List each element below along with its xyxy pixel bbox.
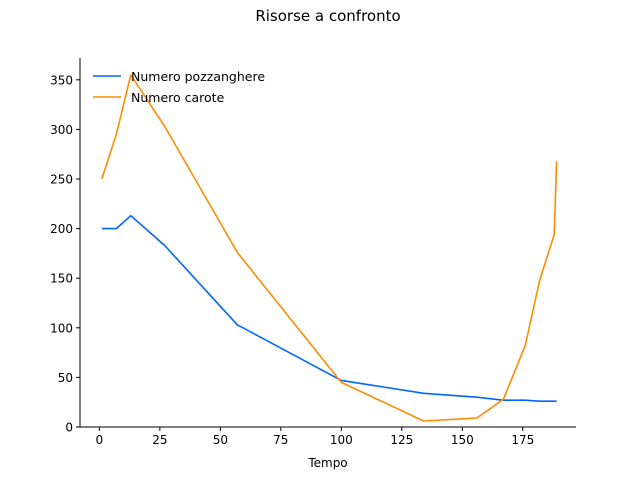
y-tick-label: 250	[50, 173, 73, 187]
x-tick-label: 75	[273, 433, 288, 447]
series-layer	[101, 74, 558, 422]
x-tick-label: 25	[152, 433, 167, 447]
series-line-2	[101, 74, 558, 422]
x-axis-label: Tempo	[307, 456, 347, 470]
x-tick-label: 0	[96, 433, 104, 447]
y-tick-label: 150	[50, 272, 73, 286]
series-line-1	[101, 214, 557, 403]
legend: Numero pozzanghere Numero carote	[93, 69, 265, 105]
axes: 0 25 50 75 100 125 150 175 0 50 100 150 200 250 300 350	[50, 58, 576, 447]
legend-label-2: Numero carote	[131, 90, 225, 105]
legend-label-1: Numero pozzanghere	[131, 69, 265, 84]
y-tick-label: 100	[50, 321, 73, 335]
x-tick-label: 125	[390, 433, 413, 447]
y-tick-label: 200	[50, 222, 73, 236]
x-tick-label: 50	[213, 433, 228, 447]
y-tick-label: 350	[50, 73, 73, 87]
x-tick-label: 150	[451, 433, 474, 447]
y-tick-label: 50	[58, 371, 73, 385]
y-tick-label: 300	[50, 123, 73, 137]
y-tick-label: 0	[65, 421, 73, 435]
chart-title: Risorse a confronto	[255, 7, 400, 25]
x-tick-label: 175	[511, 433, 534, 447]
x-tick-label: 100	[330, 433, 353, 447]
